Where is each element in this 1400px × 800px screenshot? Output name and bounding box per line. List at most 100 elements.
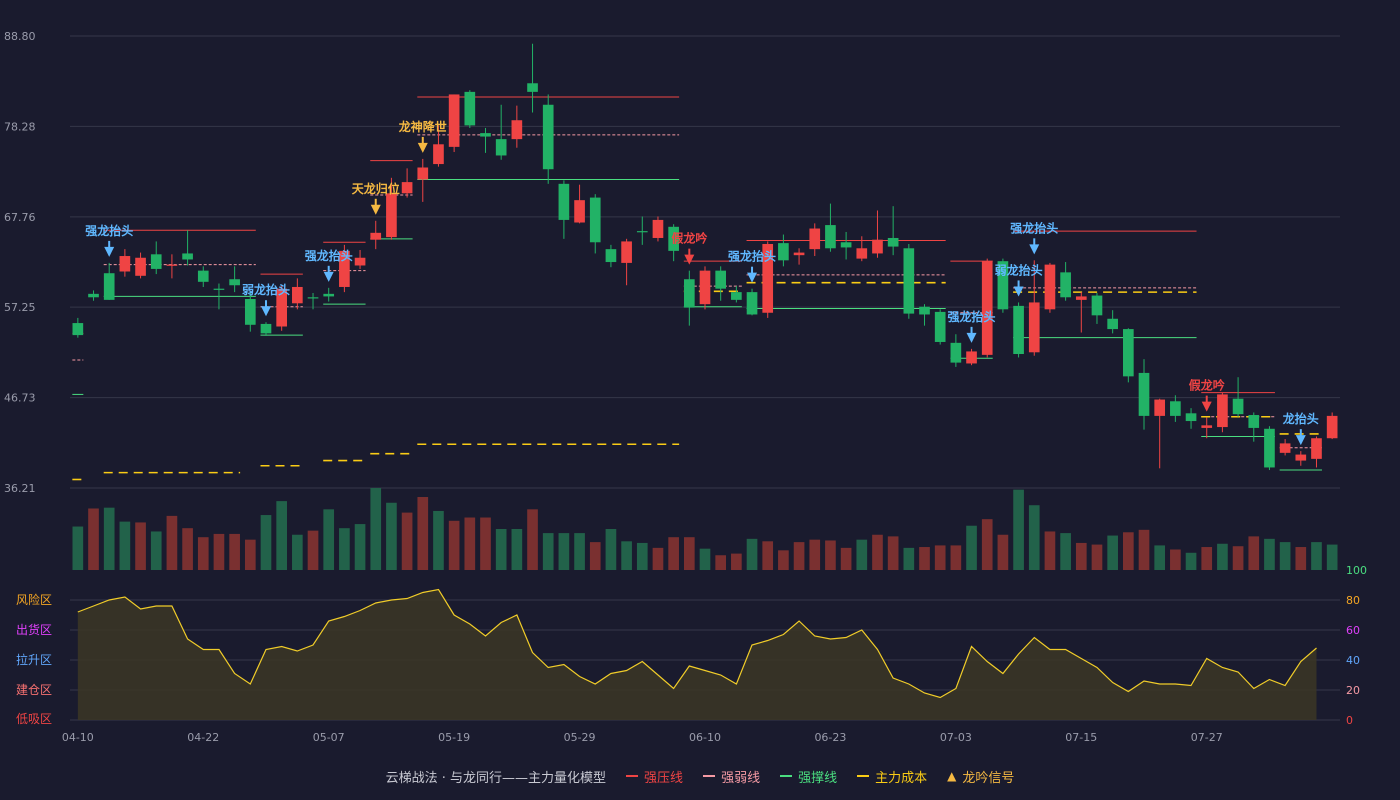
volume-bar	[213, 533, 225, 570]
volume-bar	[919, 547, 930, 570]
volume-bar	[636, 542, 648, 570]
candle-down	[150, 254, 162, 269]
volume-bar	[683, 537, 695, 570]
volume-bar	[542, 533, 554, 570]
volume-bar	[292, 534, 303, 570]
volume-bar	[1295, 547, 1307, 570]
zone-label: 拉升区	[16, 652, 52, 667]
legend-model: 云梯战法 · 与龙同行——主力量化模型	[386, 767, 606, 786]
volume-bar	[229, 533, 240, 570]
candle-up	[433, 144, 444, 165]
volume-bar	[511, 529, 523, 570]
volume-bar	[464, 517, 476, 570]
candle-up	[119, 256, 131, 272]
zone-label: 风险区	[16, 592, 52, 607]
candle-down	[605, 249, 617, 263]
candle-down	[197, 270, 209, 282]
signal-label: 龙抬头	[1283, 411, 1319, 426]
triangle-icon: ▲	[947, 769, 957, 783]
volume-bar	[244, 539, 256, 570]
candle-down	[182, 253, 193, 260]
candle-down	[1232, 398, 1244, 415]
candle-down	[244, 299, 256, 325]
candle-down	[229, 279, 240, 286]
candle-up	[1201, 425, 1213, 428]
signal-arrow-icon	[260, 306, 271, 317]
candle-up	[1044, 264, 1056, 310]
x-tick-label: 07-15	[1065, 731, 1097, 744]
legend-label: 龙吟信号	[962, 770, 1015, 786]
candle-down	[323, 293, 335, 297]
candle-down	[683, 279, 695, 308]
volume-bar	[966, 525, 977, 570]
candle-up	[809, 228, 821, 250]
indicator-tick-label: 20	[1346, 684, 1360, 697]
signal-label: 龙神降世	[399, 119, 447, 134]
candle-down	[88, 293, 99, 298]
candle-down	[934, 311, 946, 342]
legend-item-signal[interactable]: ▲ 龙吟信号	[947, 767, 1014, 786]
candle-up	[448, 94, 460, 147]
volume-bar	[370, 488, 382, 570]
candle-up	[511, 120, 523, 140]
y-tick-label: 67.76	[4, 211, 36, 224]
signal-arrow-icon	[370, 204, 381, 215]
candle-up	[135, 257, 146, 276]
axis-layer: 88.80 78.28 67.76 57.25 46.73 36.21 04-10 04-22…	[4, 30, 1223, 744]
candle-down	[307, 297, 319, 299]
signal-label: 假龙吟	[1189, 378, 1225, 393]
candle-down	[72, 323, 84, 336]
legend-item-support[interactable]: 强撑线	[780, 767, 837, 786]
candle-up	[762, 243, 774, 313]
volume-bar	[746, 538, 758, 570]
candles	[72, 43, 1338, 471]
volume-bar	[652, 547, 664, 570]
volume-bar	[793, 542, 805, 570]
y-tick-label: 78.28	[4, 120, 36, 133]
x-tick-label: 06-23	[814, 731, 846, 744]
candle-down	[1185, 413, 1197, 422]
legend-label: 强压线	[644, 770, 684, 786]
volume-bar	[731, 553, 742, 570]
volume-bar	[809, 539, 821, 570]
volume-bar	[856, 539, 868, 570]
volume-bar	[276, 501, 287, 570]
candle-down	[950, 342, 962, 363]
signal-arrow-icon	[323, 271, 334, 282]
zone-label: 建仓区	[16, 683, 52, 697]
candle-down	[1170, 401, 1181, 416]
candle-down	[778, 243, 789, 261]
volume-bar	[119, 521, 131, 570]
volume-bar	[150, 531, 162, 570]
candle-down	[1248, 415, 1260, 428]
volume-bar	[1138, 529, 1150, 570]
volume-bar	[981, 519, 993, 570]
candle-down	[731, 292, 742, 300]
volume-bar	[135, 522, 146, 570]
signal-label: 弱龙抬头	[242, 282, 290, 297]
candle-down	[495, 139, 507, 156]
legend: 云梯战法 · 与龙同行——主力量化模型 强压线 强弱线 强撑线 主力成本 ▲ 龙…	[0, 766, 1400, 786]
volume-bar	[495, 529, 507, 570]
legend-item-cost[interactable]: 主力成本	[857, 767, 927, 786]
volume-bar	[433, 510, 444, 570]
legend-item-resist[interactable]: 强压线	[626, 767, 683, 786]
legend-label: 强撑线	[798, 770, 838, 786]
candle-down	[887, 237, 899, 247]
volume-bar	[1107, 535, 1118, 570]
legend-item-weak[interactable]: 强弱线	[703, 767, 760, 786]
y-tick-label: 46.73	[4, 392, 36, 405]
signal-label: 强龙抬头	[85, 223, 133, 238]
candle-up	[652, 219, 664, 238]
x-tick-label: 04-10	[62, 731, 94, 744]
candle-up	[1154, 399, 1166, 416]
volume-bar	[1075, 542, 1087, 570]
volume-bar	[401, 512, 413, 570]
candle-up	[1028, 302, 1040, 353]
candle-up	[966, 351, 977, 364]
volume-bar	[1326, 544, 1338, 570]
volume-bar	[1044, 531, 1056, 570]
candle-up	[981, 261, 993, 355]
